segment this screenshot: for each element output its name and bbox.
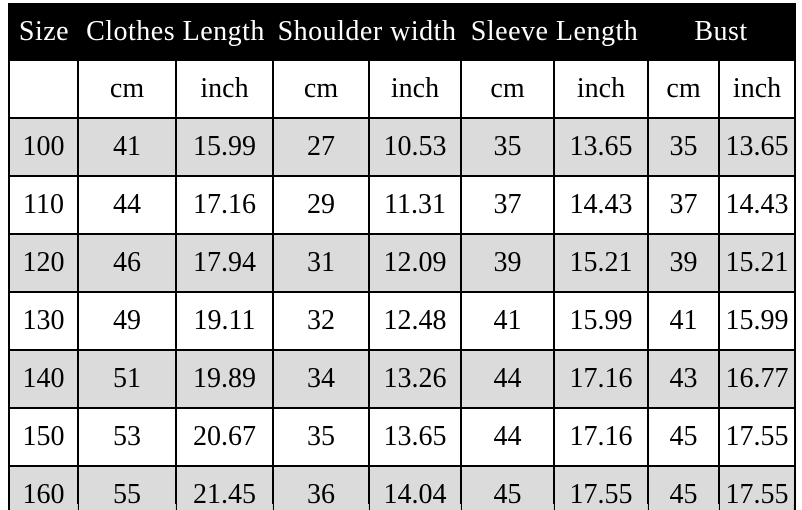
value-cell: 15.99 bbox=[718, 291, 797, 351]
gridline-ghost bbox=[553, 504, 554, 510]
table-row: 160 55 21.45 36 14.04 45 17.55 45 17.55 bbox=[8, 465, 797, 510]
value-cell: 12.09 bbox=[367, 233, 463, 293]
value-cell: 36 bbox=[272, 465, 370, 510]
header-bust: Bust bbox=[648, 4, 796, 60]
value-cell: 13.65 bbox=[718, 117, 797, 177]
gridline-ghost bbox=[647, 504, 648, 510]
gridline-ghost bbox=[460, 504, 461, 510]
header-sleeve-length: Sleeve Length bbox=[461, 4, 649, 60]
value-cell: 17.55 bbox=[553, 465, 650, 510]
table-row: 120 46 17.94 31 12.09 39 15.21 39 15.21 bbox=[8, 233, 797, 293]
unit-cell-cm: cm bbox=[460, 59, 556, 119]
size-cell: 100 bbox=[8, 117, 79, 177]
unit-cell-empty bbox=[8, 59, 79, 119]
value-cell: 49 bbox=[77, 291, 177, 351]
value-cell: 17.55 bbox=[718, 465, 797, 510]
unit-cell-cm: cm bbox=[77, 59, 177, 119]
value-cell: 20.67 bbox=[175, 407, 274, 467]
unit-cell-cm: cm bbox=[272, 59, 370, 119]
value-cell: 17.16 bbox=[553, 349, 650, 409]
value-cell: 19.89 bbox=[175, 349, 274, 409]
value-cell: 37 bbox=[647, 175, 721, 235]
table-row: 130 49 19.11 32 12.48 41 15.99 41 15.99 bbox=[8, 291, 797, 351]
header-shoulder-width: Shoulder width bbox=[273, 4, 462, 60]
unit-cell-inch: inch bbox=[718, 59, 797, 119]
gridline-ghost bbox=[793, 504, 794, 510]
value-cell: 41 bbox=[460, 291, 556, 351]
value-cell: 44 bbox=[460, 407, 556, 467]
gridline-ghost bbox=[175, 504, 176, 510]
value-cell: 43 bbox=[647, 349, 721, 409]
value-cell: 14.04 bbox=[367, 465, 463, 510]
value-cell: 35 bbox=[272, 407, 370, 467]
unit-cell-cm: cm bbox=[647, 59, 721, 119]
size-cell: 110 bbox=[8, 175, 79, 235]
value-cell: 14.43 bbox=[718, 175, 797, 235]
size-chart-table: Size Clothes Length Shoulder width Sleev… bbox=[8, 3, 797, 510]
value-cell: 17.55 bbox=[718, 407, 797, 467]
value-cell: 13.65 bbox=[367, 407, 463, 467]
value-cell: 13.26 bbox=[367, 349, 463, 409]
value-cell: 16.77 bbox=[718, 349, 797, 409]
table-row: 110 44 17.16 29 11.31 37 14.43 37 14.43 bbox=[8, 175, 797, 235]
unit-row: cm inch cm inch cm inch cm inch bbox=[8, 59, 797, 119]
size-cell: 150 bbox=[8, 407, 79, 467]
value-cell: 45 bbox=[647, 407, 721, 467]
value-cell: 27 bbox=[272, 117, 370, 177]
table-row: 150 53 20.67 35 13.65 44 17.16 45 17.55 bbox=[8, 407, 797, 467]
table-body: 100 41 15.99 27 10.53 35 13.65 35 13.65 110 44 17.1… bbox=[8, 117, 797, 510]
header-size: Size bbox=[9, 4, 78, 60]
value-cell: 37 bbox=[460, 175, 556, 235]
value-cell: 51 bbox=[77, 349, 177, 409]
value-cell: 15.99 bbox=[175, 117, 274, 177]
value-cell: 35 bbox=[460, 117, 556, 177]
unit-cell-inch: inch bbox=[367, 59, 463, 119]
value-cell: 53 bbox=[77, 407, 177, 467]
gridline-ghost bbox=[718, 504, 719, 510]
value-cell: 32 bbox=[272, 291, 370, 351]
value-cell: 13.65 bbox=[553, 117, 650, 177]
header-clothes-length: Clothes Length bbox=[78, 4, 273, 60]
unit-cell-inch: inch bbox=[553, 59, 650, 119]
size-cell: 160 bbox=[8, 465, 79, 510]
value-cell: 34 bbox=[272, 349, 370, 409]
value-cell: 12.48 bbox=[367, 291, 463, 351]
value-cell: 44 bbox=[460, 349, 556, 409]
gridline-ghost bbox=[77, 504, 78, 510]
value-cell: 21.45 bbox=[175, 465, 274, 510]
size-cell: 130 bbox=[8, 291, 79, 351]
value-cell: 35 bbox=[647, 117, 721, 177]
value-cell: 10.53 bbox=[367, 117, 463, 177]
gridline-ghost bbox=[368, 504, 369, 510]
gridline-ghost bbox=[272, 504, 273, 510]
value-cell: 45 bbox=[460, 465, 556, 510]
value-cell: 46 bbox=[77, 233, 177, 293]
value-cell: 17.16 bbox=[553, 407, 650, 467]
value-cell: 44 bbox=[77, 175, 177, 235]
value-cell: 55 bbox=[77, 465, 177, 510]
value-cell: 15.99 bbox=[553, 291, 650, 351]
value-cell: 39 bbox=[460, 233, 556, 293]
value-cell: 19.11 bbox=[175, 291, 274, 351]
value-cell: 17.94 bbox=[175, 233, 274, 293]
unit-cell-inch: inch bbox=[175, 59, 274, 119]
value-cell: 15.21 bbox=[553, 233, 650, 293]
value-cell: 29 bbox=[272, 175, 370, 235]
table-row: 100 41 15.99 27 10.53 35 13.65 35 13.65 bbox=[8, 117, 797, 177]
value-cell: 31 bbox=[272, 233, 370, 293]
value-cell: 45 bbox=[647, 465, 721, 510]
value-cell: 14.43 bbox=[553, 175, 650, 235]
size-cell: 140 bbox=[8, 349, 79, 409]
value-cell: 15.21 bbox=[718, 233, 797, 293]
value-cell: 41 bbox=[77, 117, 177, 177]
value-cell: 17.16 bbox=[175, 175, 274, 235]
table-row: 140 51 19.89 34 13.26 44 17.16 43 16.77 bbox=[8, 349, 797, 409]
size-cell: 120 bbox=[8, 233, 79, 293]
header-row: Size Clothes Length Shoulder width Sleev… bbox=[9, 4, 796, 60]
value-cell: 11.31 bbox=[367, 175, 463, 235]
value-cell: 41 bbox=[647, 291, 721, 351]
value-cell: 39 bbox=[647, 233, 721, 293]
